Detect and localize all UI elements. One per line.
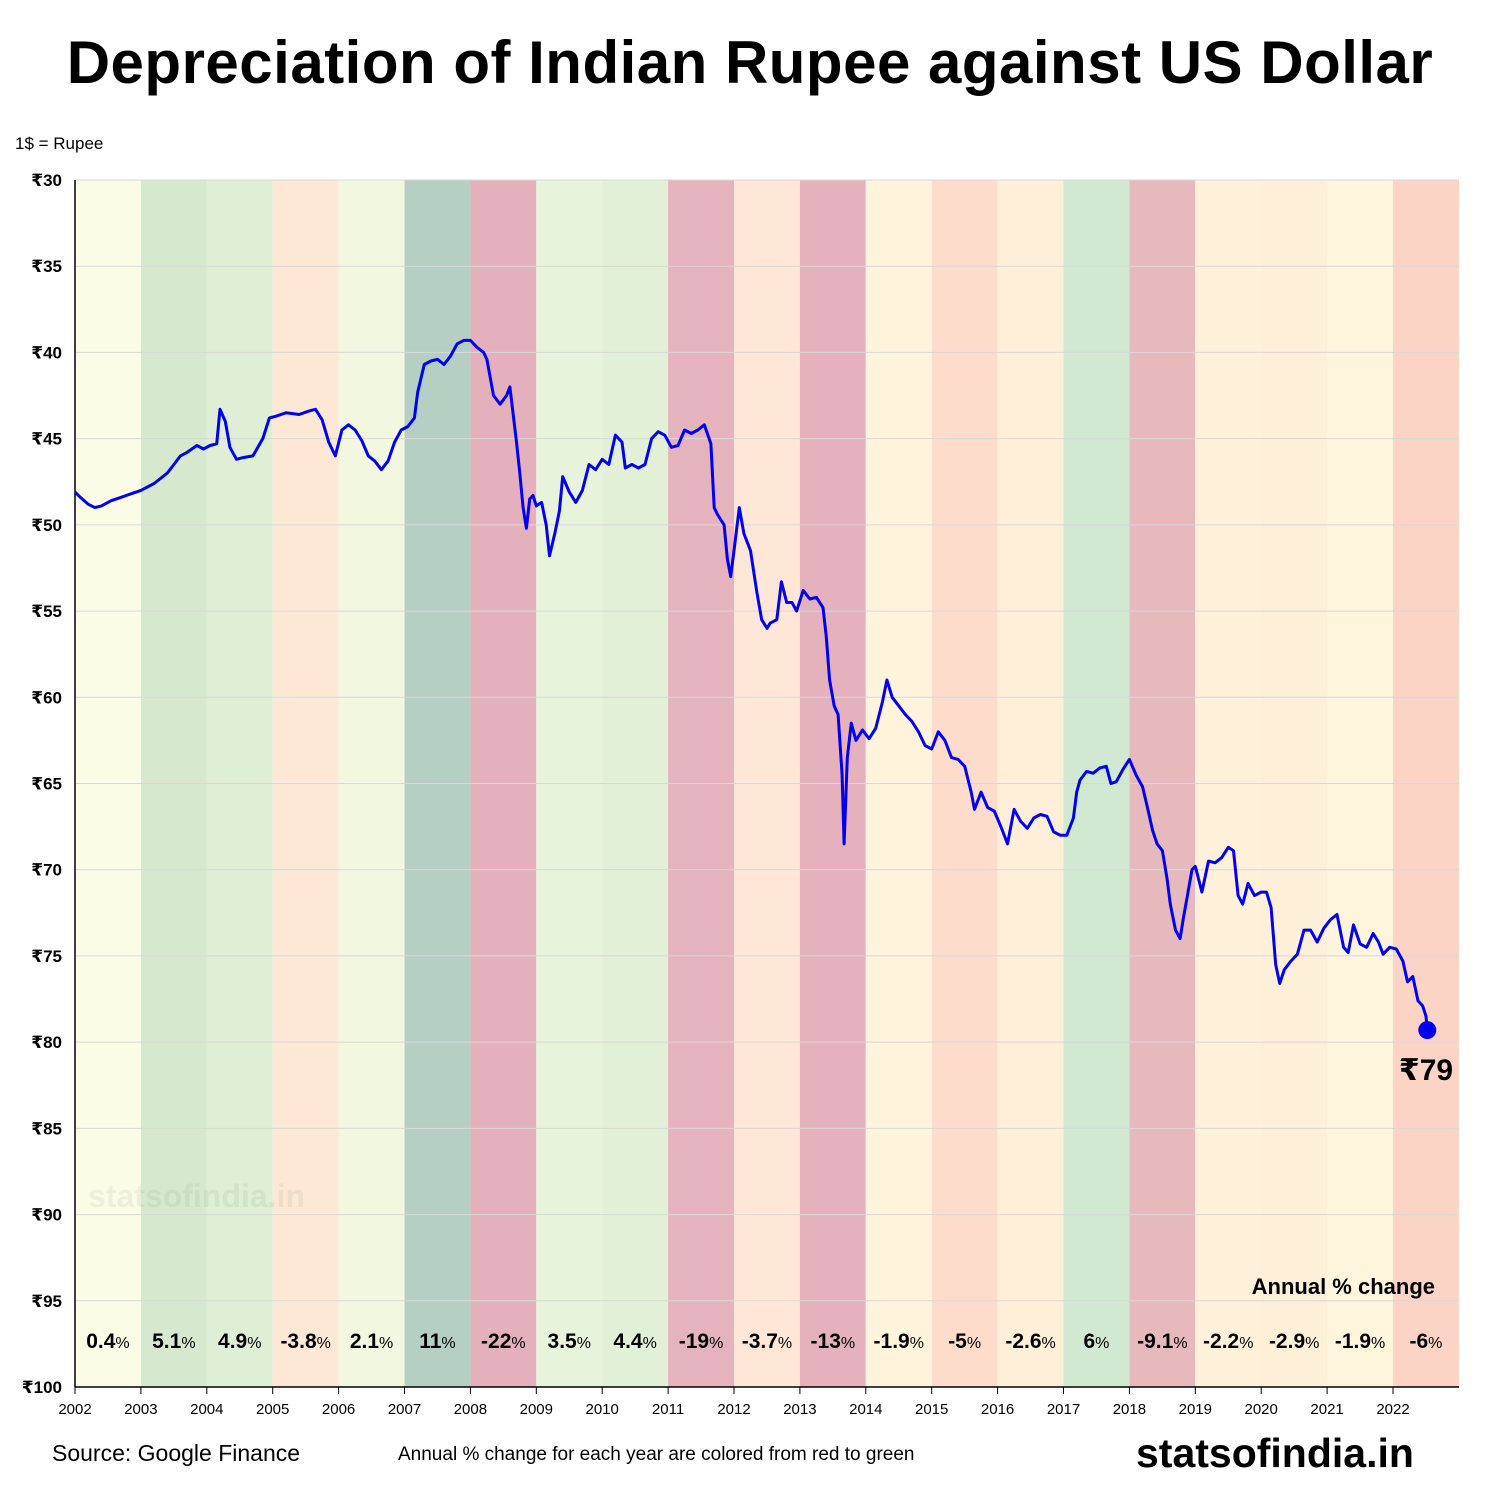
y-tick-label: ₹55 [31, 602, 62, 621]
x-tick-label: 2007 [388, 1401, 421, 1418]
x-tick-label: 2004 [190, 1401, 223, 1418]
annual-change-label-2013: -13% [811, 1330, 856, 1353]
annual-change-label-2021: -1.9% [1335, 1330, 1385, 1353]
x-tick-label: 2018 [1113, 1401, 1146, 1418]
x-tick-label: 2014 [849, 1401, 882, 1418]
x-tick-label: 2013 [783, 1401, 816, 1418]
x-tick-label: 2016 [981, 1401, 1014, 1418]
y-tick-label: ₹35 [31, 257, 62, 276]
annual-change-label-2016: -2.6% [1005, 1330, 1055, 1353]
x-tick-label: 2005 [256, 1401, 289, 1418]
annual-change-label-2022: -6% [1409, 1330, 1442, 1353]
y-tick-label: ₹50 [31, 516, 62, 535]
annual-change-title: Annual % change [1252, 1274, 1435, 1299]
y-tick-labels: ₹30 ₹35 ₹40 ₹45 ₹50 ₹55 ₹60 ₹65 ₹70 ₹75 ₹80 ₹85 ₹90 ₹… [22, 171, 62, 1397]
annual-change-label-2010: 4.4% [613, 1330, 656, 1353]
annual-change-label-2017: 6% [1083, 1330, 1109, 1353]
y-tick-label: ₹80 [31, 1033, 62, 1052]
color-note: Annual % change for each year are colore… [398, 1444, 915, 1465]
x-tick-label: 2019 [1179, 1401, 1212, 1418]
brand-logo-text: statsofindia.in [1136, 1430, 1414, 1476]
annual-change-label-2012: -3.7% [742, 1330, 792, 1353]
annual-change-label-2003: 5.1% [152, 1330, 195, 1353]
y-tick-label: ₹40 [31, 343, 62, 362]
last-value-label: ₹79 [1399, 1054, 1453, 1087]
x-tick-label: 2003 [124, 1401, 157, 1418]
annual-change-label-2011: -19% [679, 1330, 724, 1353]
y-tick-label: ₹70 [31, 861, 62, 880]
watermark: statsofindia.in [88, 1178, 305, 1214]
x-tick-label: 2002 [58, 1401, 91, 1418]
y-unit-label: 1$ = Rupee [15, 134, 104, 153]
x-tick-label: 2009 [520, 1401, 553, 1418]
annual-change-label-2006: 2.1% [350, 1330, 393, 1353]
annual-change-label-2009: 3.5% [548, 1330, 591, 1353]
annual-change-label-2007: 11% [419, 1330, 455, 1353]
x-tick-label: 2022 [1376, 1401, 1409, 1418]
y-tick-label: ₹85 [31, 1119, 62, 1138]
series-layer [73, 338, 1437, 1040]
y-tick-label: ₹75 [31, 947, 62, 966]
annual-change-label-2018: -9.1% [1137, 1330, 1187, 1353]
grid-lines [74, 179, 1459, 1388]
annual-change-label-2014: -1.9% [874, 1330, 924, 1353]
y-tick-label: ₹95 [31, 1292, 62, 1311]
y-tick-label: ₹100 [22, 1378, 62, 1397]
x-tick-labels: 2002 2003 2004 2005 2006 2007 2008 2009 2010 2011… [58, 1387, 1410, 1418]
y-tick-label: ₹60 [31, 688, 62, 707]
annual-change-label-2015: -5% [948, 1330, 981, 1353]
annual-change-label-2020: -2.9% [1269, 1330, 1319, 1353]
x-tick-label: 2021 [1310, 1401, 1343, 1418]
annual-change-label-2005: -3.8% [280, 1330, 330, 1353]
y-tick-label: ₹30 [31, 171, 62, 190]
y-tick-label: ₹65 [31, 775, 62, 794]
annual-change-label-2004: 4.9% [218, 1330, 261, 1353]
x-tick-label: 2017 [1047, 1401, 1080, 1418]
last-point-marker [1418, 1021, 1437, 1040]
x-tick-label: 2010 [586, 1401, 619, 1418]
annual-change-label-2008: -22% [481, 1330, 526, 1353]
x-tick-label: 2008 [454, 1401, 487, 1418]
annual-change-label-2002: 0.4% [86, 1330, 129, 1353]
annual-change-label-2019: -2.2% [1203, 1330, 1253, 1353]
x-tick-label: 2011 [652, 1401, 684, 1418]
x-tick-label: 2006 [322, 1401, 355, 1418]
x-tick-label: 2012 [717, 1401, 750, 1418]
annual-change-labels: 0.4% 5.1% 4.9% -3.8% 2.1% 11% -22% 3.5% 4.4% -19%… [86, 1330, 1442, 1353]
x-tick-label: 2015 [915, 1401, 948, 1418]
y-tick-label: ₹90 [31, 1206, 62, 1225]
page-title: Depreciation of Indian Rupee against US … [66, 29, 1434, 96]
y-tick-label: ₹45 [31, 430, 62, 449]
x-tick-label: 2020 [1245, 1401, 1278, 1418]
source-label: Source: Google Finance [52, 1440, 301, 1466]
series-line [73, 338, 1429, 1031]
